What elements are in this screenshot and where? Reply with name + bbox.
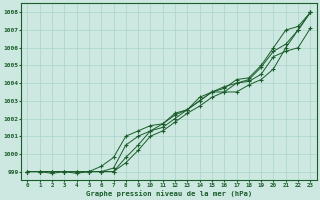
X-axis label: Graphe pression niveau de la mer (hPa): Graphe pression niveau de la mer (hPa) [86, 190, 252, 197]
